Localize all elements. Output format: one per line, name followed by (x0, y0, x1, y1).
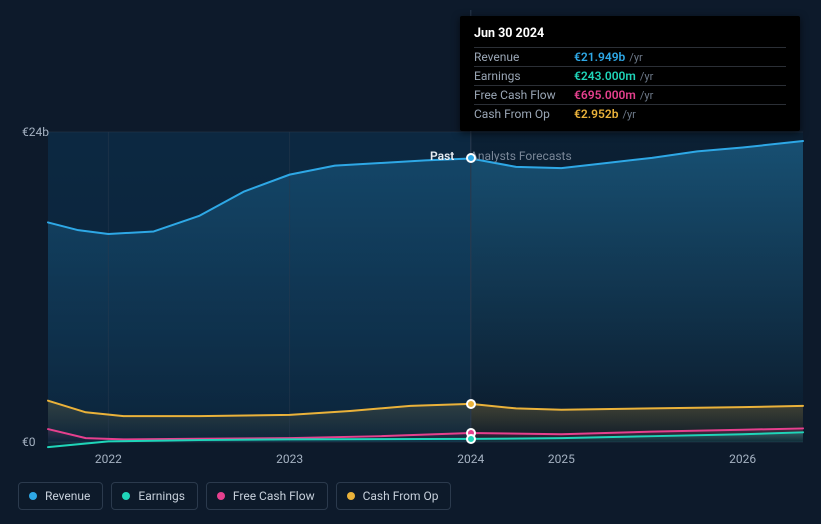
legend-item-revenue[interactable]: Revenue (18, 482, 103, 510)
legend-swatch (122, 492, 130, 500)
tooltip-row-unit: /yr (622, 108, 635, 121)
tooltip-row-label: Revenue (474, 50, 574, 64)
legend-swatch (217, 492, 225, 500)
tooltip-row-unit: /yr (629, 51, 642, 64)
legend-label: Earnings (138, 489, 185, 503)
series-marker (466, 434, 476, 444)
tooltip-row-unit: /yr (640, 89, 653, 102)
forecast-label: Analysts Forecasts (470, 149, 572, 163)
legend-swatch (347, 492, 355, 500)
chart-tooltip: Jun 30 2024 Revenue€21.949b/yrEarnings€2… (460, 16, 800, 131)
series-marker (466, 399, 476, 409)
tooltip-row-value: €21.949b (574, 50, 625, 64)
tooltip-row-unit: /yr (640, 70, 653, 83)
tooltip-row-label: Earnings (474, 69, 574, 83)
legend-swatch (29, 492, 37, 500)
tooltip-row-value: €2.952b (574, 107, 618, 121)
series-marker (466, 153, 476, 163)
x-tick-label: 2026 (729, 452, 756, 466)
financials-chart[interactable]: €0 €24b 2022 2023 2024 2025 2026 Past Analyst… (0, 0, 821, 524)
tooltip-row: Revenue€21.949b/yr (474, 47, 786, 66)
legend-label: Cash From Op (363, 489, 439, 503)
legend-item-earnings[interactable]: Earnings (111, 482, 198, 510)
x-tick-label: 2025 (548, 452, 575, 466)
tooltip-row-value: €695.000m (574, 88, 636, 102)
legend-label: Free Cash Flow (233, 489, 315, 503)
x-tick-label: 2022 (95, 452, 122, 466)
tooltip-row-label: Free Cash Flow (474, 88, 574, 102)
y-tick-label: €24b (22, 125, 49, 139)
tooltip-row: Free Cash Flow€695.000m/yr (474, 85, 786, 104)
tooltip-date: Jun 30 2024 (474, 26, 786, 45)
past-label: Past (430, 149, 454, 163)
x-tick-label: 2024 (457, 452, 484, 466)
tooltip-row-label: Cash From Op (474, 107, 574, 121)
x-tick-label: 2023 (276, 452, 303, 466)
tooltip-row: Earnings€243.000m/yr (474, 66, 786, 85)
y-tick-label: €0 (22, 435, 36, 449)
tooltip-row: Cash From Op€2.952b/yr (474, 104, 786, 123)
legend-item-fcf[interactable]: Free Cash Flow (206, 482, 328, 510)
legend-label: Revenue (45, 489, 90, 503)
chart-legend: Revenue Earnings Free Cash Flow Cash From O… (18, 482, 451, 510)
legend-item-cfo[interactable]: Cash From Op (336, 482, 452, 510)
tooltip-row-value: €243.000m (574, 69, 636, 83)
